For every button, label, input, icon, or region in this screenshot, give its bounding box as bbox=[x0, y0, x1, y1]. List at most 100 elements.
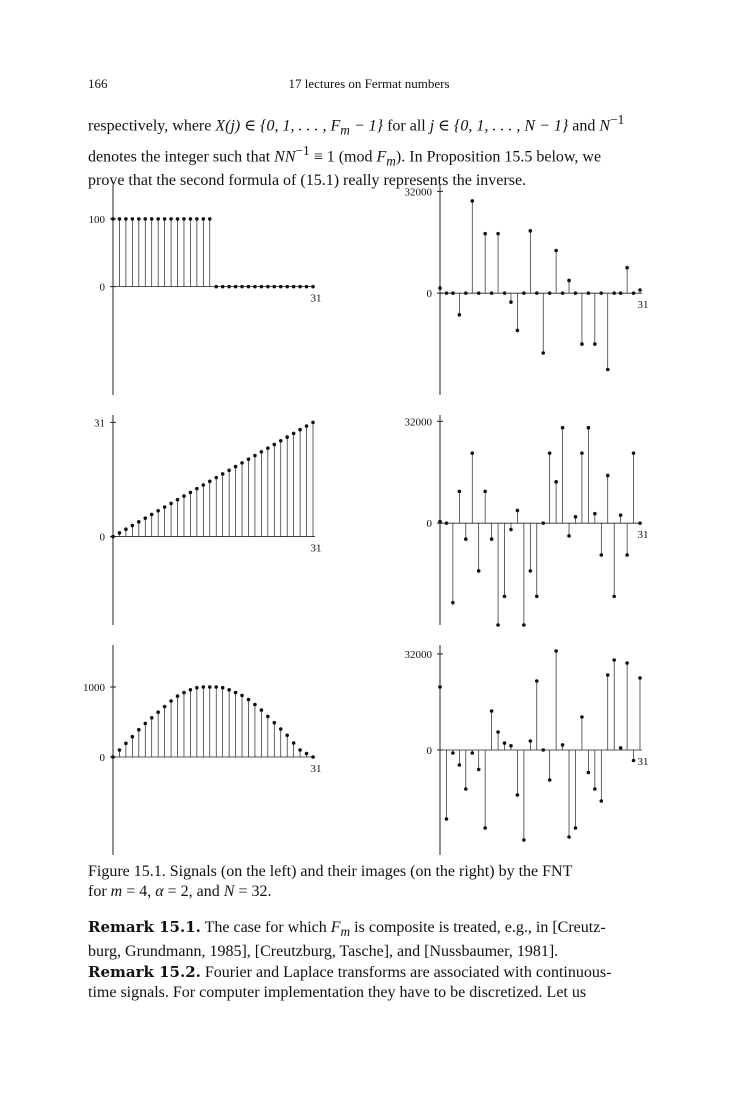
stem-marker bbox=[573, 826, 578, 830]
stem-marker bbox=[515, 328, 520, 333]
stem-marker bbox=[195, 217, 199, 221]
remark-15-2: Remark 15.2. Fourier and Laplace transfo… bbox=[88, 962, 654, 1003]
stem-marker bbox=[182, 690, 186, 695]
stem-marker bbox=[156, 710, 160, 714]
stem-marker bbox=[470, 751, 475, 755]
stem-marker bbox=[515, 793, 520, 797]
stem-marker bbox=[201, 685, 206, 689]
stem-marker bbox=[253, 453, 257, 458]
stem-marker bbox=[528, 569, 533, 573]
stem-marker bbox=[111, 217, 115, 221]
stem-marker bbox=[451, 600, 455, 605]
stem-marker bbox=[573, 515, 578, 519]
stem-marker bbox=[117, 217, 122, 221]
stem-marker bbox=[175, 497, 180, 502]
stem-marker bbox=[214, 475, 219, 480]
stem-marker bbox=[117, 531, 122, 535]
stem-marker bbox=[137, 217, 141, 221]
stem-marker bbox=[625, 553, 629, 557]
stem-marker bbox=[483, 489, 487, 494]
stem-marker bbox=[298, 748, 302, 752]
stem-marker bbox=[298, 427, 302, 432]
stem-marker bbox=[143, 516, 148, 520]
stem-marker bbox=[631, 451, 636, 455]
stem-marker bbox=[502, 741, 507, 745]
stem-marker bbox=[554, 248, 558, 253]
remark-1-line-1: Remark 15.1. The case for which Fm is co… bbox=[88, 918, 606, 940]
stem-marker bbox=[266, 284, 270, 289]
stem-marker bbox=[227, 284, 231, 289]
stem-marker bbox=[522, 623, 526, 627]
stem-marker bbox=[464, 787, 468, 791]
y-tick-label: 0 bbox=[427, 518, 433, 530]
stem-marker bbox=[214, 685, 219, 689]
stem-marker bbox=[304, 424, 309, 428]
stem-marker bbox=[489, 709, 494, 713]
caption-line-2: for m = 4, α = 2, and N = 32. bbox=[88, 883, 272, 900]
stem-marker bbox=[246, 457, 251, 462]
stem-marker bbox=[220, 284, 225, 289]
stem-marker bbox=[638, 288, 642, 292]
stem-marker bbox=[137, 520, 141, 524]
stem-marker bbox=[272, 284, 277, 289]
stem-marker bbox=[554, 480, 558, 484]
x-tick-label: 31 bbox=[638, 756, 649, 768]
stem-marker bbox=[253, 702, 257, 707]
y-tick-label: 32000 bbox=[405, 416, 433, 428]
y-tick-label: 0 bbox=[427, 745, 433, 757]
caption-line-1: Figure 15.1. Signals (on the left) and t… bbox=[88, 863, 573, 880]
remark-1-label: Remark 15.1. bbox=[88, 918, 201, 936]
stem-marker bbox=[240, 461, 244, 465]
stem-marker bbox=[162, 505, 167, 509]
stem-marker bbox=[444, 291, 449, 295]
stem-marker bbox=[457, 313, 462, 317]
remark-2-line-2: time signals. For computer implementatio… bbox=[88, 984, 587, 1001]
stem-marker bbox=[470, 451, 475, 455]
stem-marker bbox=[457, 489, 462, 494]
stem-marker bbox=[631, 758, 636, 763]
stem-marker bbox=[483, 231, 487, 236]
stem-marker bbox=[117, 748, 122, 752]
stem-marker bbox=[541, 748, 546, 752]
stem-marker bbox=[246, 697, 251, 702]
stem-marker bbox=[169, 217, 173, 221]
stem-marker bbox=[162, 217, 167, 221]
stem-marker bbox=[195, 685, 199, 690]
stem-marker bbox=[182, 217, 186, 221]
stem-marker bbox=[528, 739, 533, 743]
stem-marker bbox=[253, 284, 257, 289]
stem-marker bbox=[207, 479, 212, 484]
stem-marker bbox=[502, 594, 507, 599]
stem-marker bbox=[464, 537, 468, 541]
stem-marker bbox=[149, 512, 154, 517]
stem-marker bbox=[137, 727, 141, 732]
stem-marker bbox=[522, 291, 526, 295]
stem-plot-middle-right: 32000 0 31 bbox=[405, 415, 649, 627]
stem-marker bbox=[266, 714, 270, 719]
stem-marker bbox=[149, 716, 154, 720]
x-tick-label: 31 bbox=[311, 293, 322, 305]
stem-marker bbox=[605, 367, 610, 372]
stem-marker bbox=[547, 778, 552, 782]
stem-marker bbox=[476, 569, 481, 573]
stem-marker bbox=[278, 284, 283, 289]
stem-marker bbox=[593, 511, 597, 516]
x-tick-label: 31 bbox=[311, 543, 322, 555]
stem-marker bbox=[567, 278, 571, 283]
stem-marker bbox=[143, 721, 148, 726]
stem-marker bbox=[143, 217, 148, 221]
stem-marker bbox=[285, 733, 289, 738]
stem-marker bbox=[593, 342, 597, 346]
stem-marker bbox=[438, 286, 442, 290]
stem-marker bbox=[298, 284, 302, 289]
stem-marker bbox=[278, 727, 283, 731]
running-title: 17 lectures on Fermat numbers bbox=[288, 76, 450, 91]
intro-line-3: prove that the second formula of (15.1) … bbox=[88, 172, 527, 190]
stem-marker bbox=[618, 746, 623, 750]
stem-marker bbox=[599, 799, 604, 803]
stem-marker bbox=[220, 472, 225, 476]
stem-marker bbox=[586, 425, 591, 430]
stem-marker bbox=[580, 451, 584, 455]
remark-1-line-2: burg, Grundmann, 1985], [Creutzburg, Tas… bbox=[88, 943, 559, 961]
